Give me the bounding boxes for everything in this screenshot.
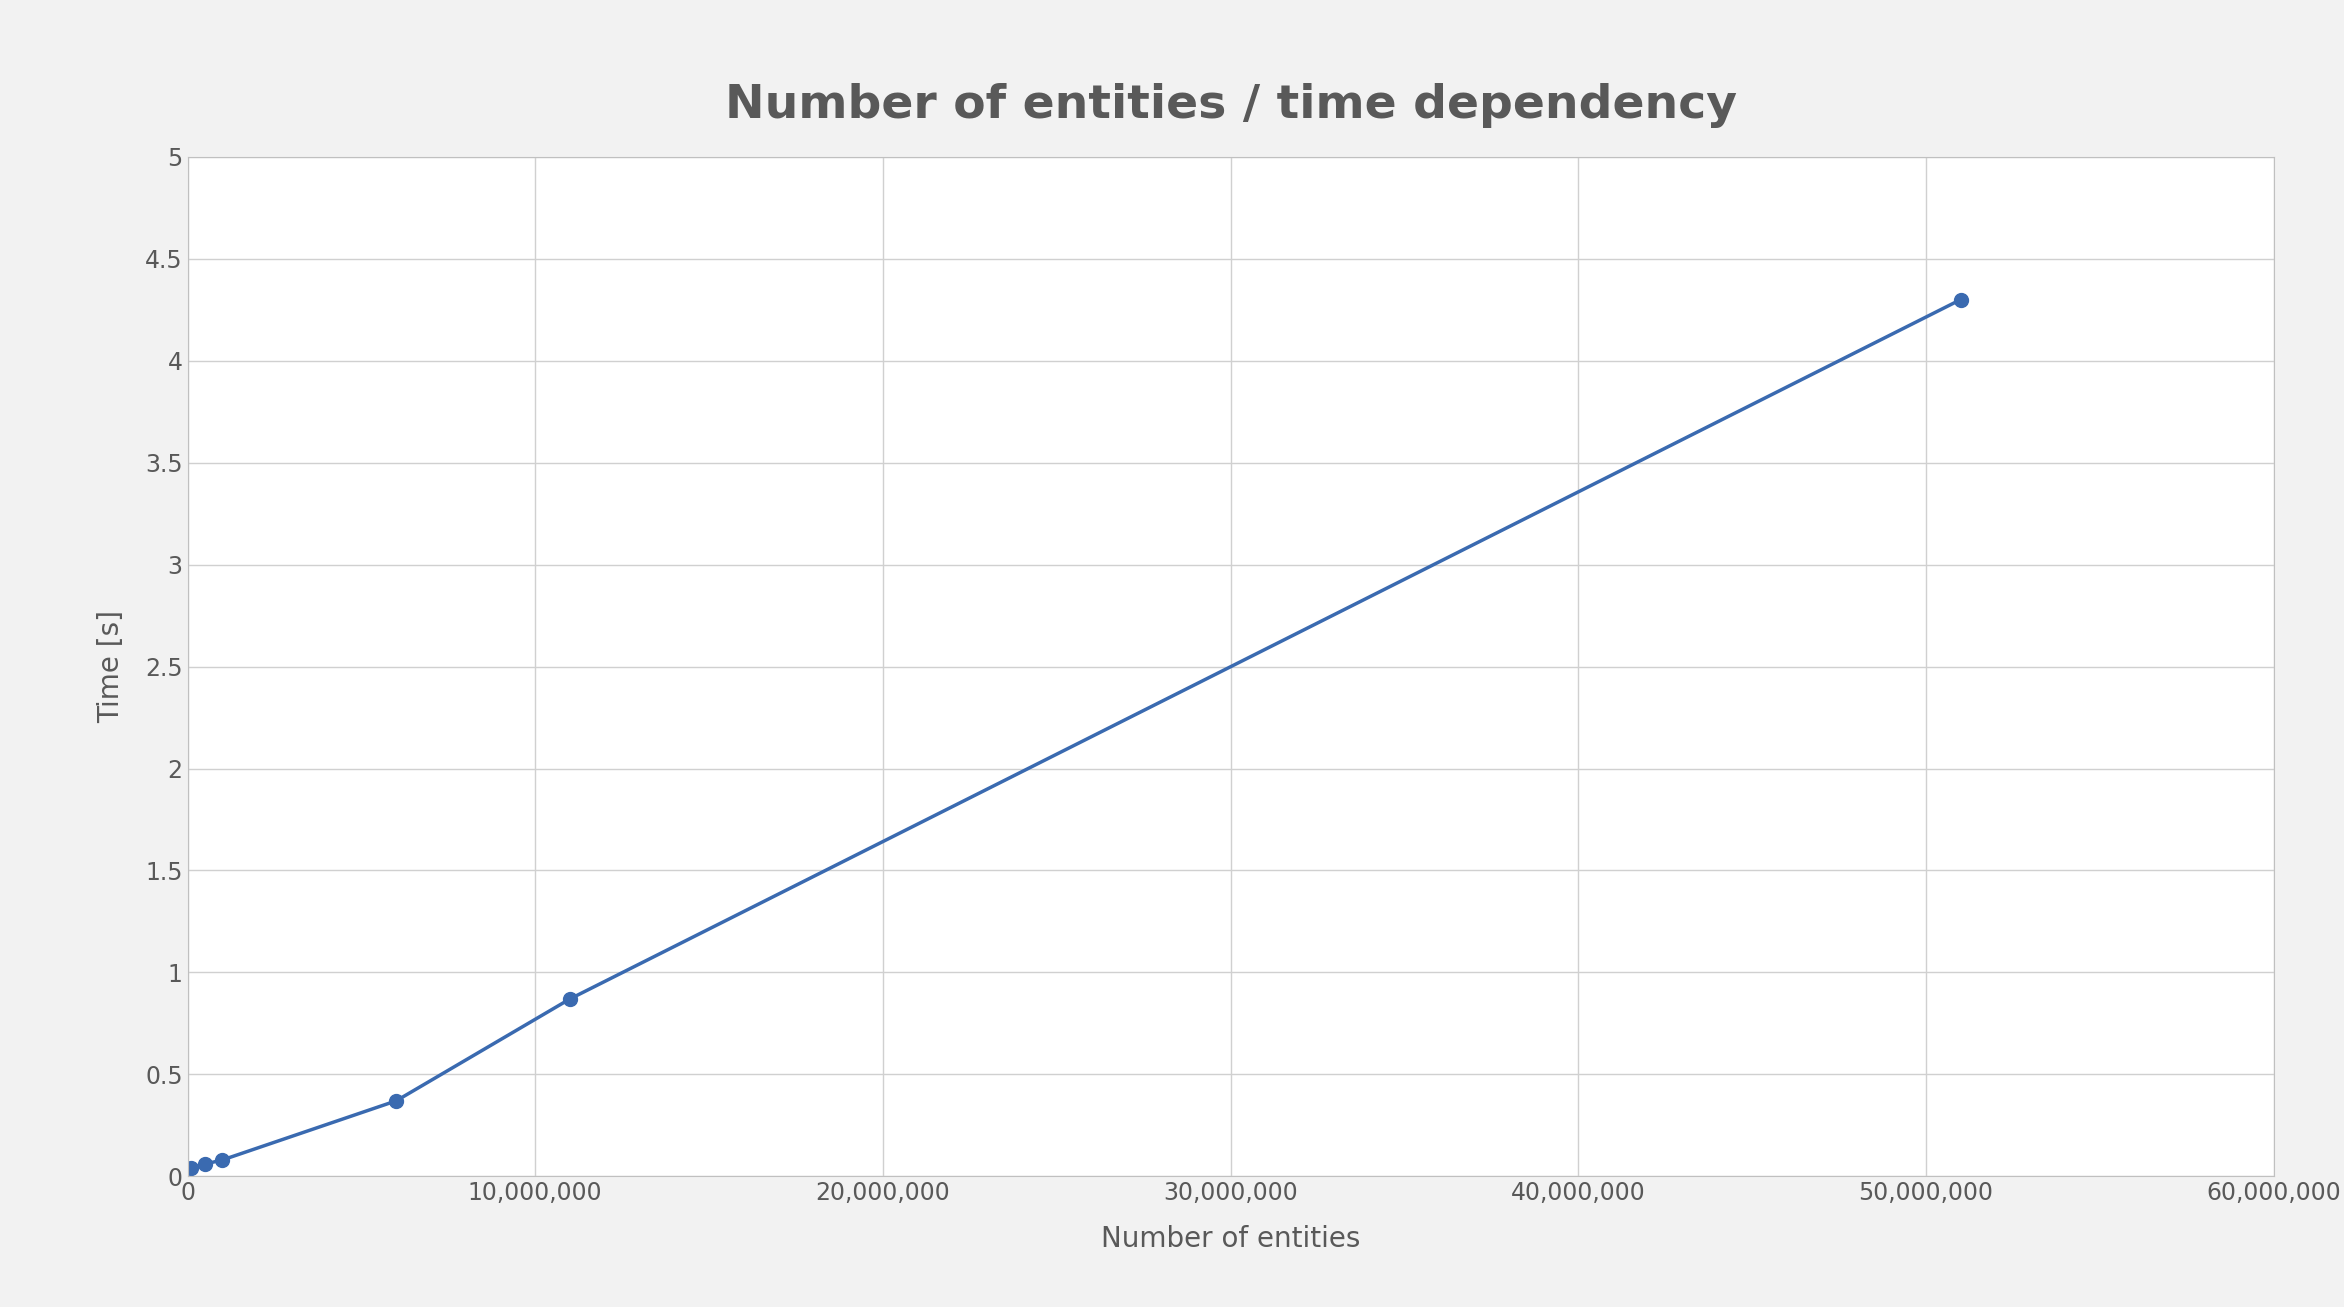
X-axis label: Number of entities: Number of entities xyxy=(1102,1225,1360,1252)
Title: Number of entities / time dependency: Number of entities / time dependency xyxy=(724,82,1737,128)
Y-axis label: Time [s]: Time [s] xyxy=(98,610,127,723)
